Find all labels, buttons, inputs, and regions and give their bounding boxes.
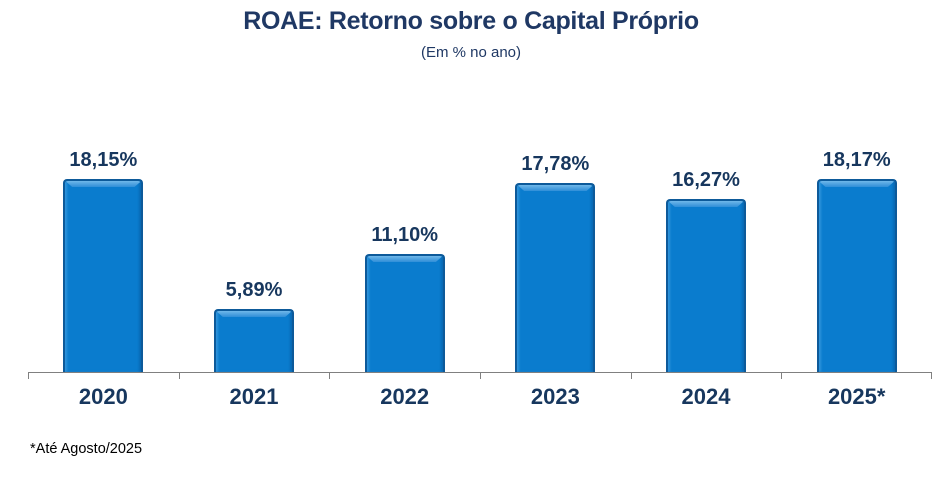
bar-value-label: 18,17% [822, 149, 891, 171]
bar-top-highlight [668, 201, 745, 207]
bar-2023 [515, 183, 596, 372]
bar-value-label: 11,10% [371, 224, 439, 246]
bar-top-highlight [216, 311, 292, 317]
bar-2025 [816, 179, 897, 372]
x-tick-label-2021: 2021 [229, 384, 279, 409]
bar-top-highlight [65, 181, 142, 187]
x-axis-ticks [28, 372, 932, 380]
x-tick-label-2023: 2023 [530, 384, 580, 409]
chart-subtitle: (Em % no ano) [420, 44, 522, 61]
bar-value-label: 16,27% [672, 169, 740, 191]
bar-2022 [364, 254, 445, 372]
bar-top-highlight [366, 256, 443, 262]
axis-tick [329, 372, 331, 379]
bar-2020 [63, 179, 144, 372]
bar-column-2024: 16,27% [631, 0, 782, 372]
x-axis-labels: 2020 2021 2022 2023 2024 2025* [28, 384, 932, 410]
x-tick-label-2024: 2024 [681, 384, 731, 409]
bar-2021 [214, 309, 294, 372]
bar-2024 [666, 199, 747, 372]
axis-tick [178, 372, 180, 379]
bar-column-2020: 18,15% [28, 0, 179, 372]
axis-tick [480, 372, 481, 379]
x-tick-label-2022: 2022 [380, 384, 430, 409]
axis-tick [781, 372, 783, 379]
bar-top-highlight [517, 185, 594, 191]
bar-value-label: 17,78% [521, 153, 590, 175]
axis-tick [931, 372, 932, 379]
axis-tick [28, 372, 29, 379]
chart-title: ROAE: Retorno sobre o Capital Próprio [243, 7, 699, 35]
bar-top-highlight [818, 181, 895, 187]
axis-tick [630, 372, 632, 379]
bar-value-label: 5,89% [225, 279, 283, 301]
plot-area: 18,15% 5,89% 11,10% 17,78% 16,27% 18,17% 2020… [28, 0, 932, 484]
x-tick-label-2020: 2020 [78, 384, 128, 409]
footnote: *Até Agosto/2025 [30, 441, 143, 457]
bar-column-2023: 17,78% [480, 0, 631, 372]
bar-value-label: 18,15% [69, 149, 138, 171]
bar-column-2021: 5,89% [179, 0, 330, 372]
bar-column-2022: 11,10% [329, 0, 480, 372]
bar-column-2025: 18,17% [781, 0, 932, 372]
bars-container: 18,15% 5,89% 11,10% 17,78% 16,27% 18,17% [28, 0, 932, 372]
x-tick-label-2025: 2025* [827, 384, 886, 409]
